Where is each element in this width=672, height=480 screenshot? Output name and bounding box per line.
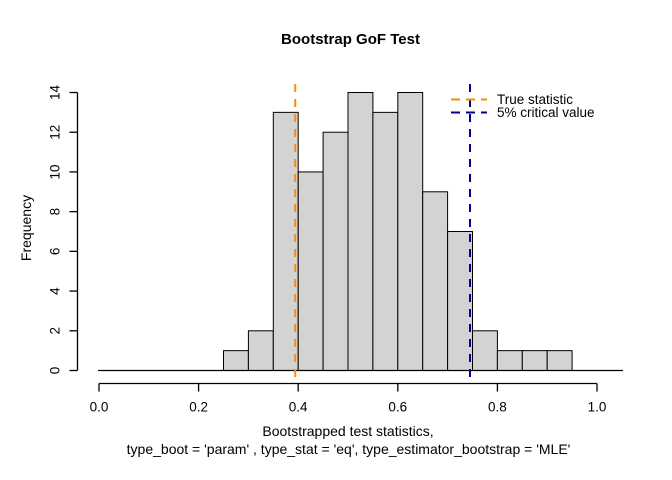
y-tick-label: 10 bbox=[48, 164, 63, 179]
legend-label-critical-value: 5% critical value bbox=[497, 105, 595, 120]
x-tick-label: 0.6 bbox=[388, 400, 407, 415]
y-tick-label: 4 bbox=[48, 287, 63, 295]
x-tick-label: 0.0 bbox=[90, 400, 109, 415]
x-tick-label: 1.0 bbox=[588, 400, 607, 415]
histogram-bar bbox=[247, 330, 274, 372]
histogram-bar bbox=[447, 231, 474, 371]
y-tick-label: 14 bbox=[48, 85, 63, 101]
y-tick-label: 8 bbox=[48, 208, 63, 216]
legend-label-true-statistic: True statistic bbox=[497, 92, 574, 107]
legend: True statistic 5% critical value bbox=[450, 93, 595, 119]
x-axis-title-line1: Bootstrapped test statistics, bbox=[262, 423, 434, 439]
dashed-line-sample-critical-value bbox=[451, 111, 487, 114]
y-tick-label: 0 bbox=[48, 367, 63, 375]
histogram-bar bbox=[521, 350, 548, 372]
histogram-bar bbox=[297, 171, 324, 371]
y-tick-label: 12 bbox=[48, 125, 63, 140]
histogram-bar bbox=[546, 350, 573, 372]
y-tick-label: 2 bbox=[48, 327, 63, 335]
x-axis-title-line2: type_boot = 'param' , type_stat = 'eq', … bbox=[126, 441, 571, 457]
histogram-bar bbox=[422, 191, 449, 371]
chart-title: Bootstrap GoF Test bbox=[281, 31, 420, 48]
histogram-bar bbox=[223, 350, 249, 372]
y-axis-title: Frequency bbox=[18, 194, 34, 262]
histogram-bar bbox=[322, 131, 349, 371]
histogram-bar bbox=[397, 92, 424, 371]
histogram-bar bbox=[472, 330, 498, 372]
x-tick-label: 0.8 bbox=[488, 400, 507, 415]
y-tick-label: 6 bbox=[48, 248, 63, 256]
histogram-bar bbox=[347, 92, 374, 371]
dashed-line-sample-true-statistic bbox=[451, 98, 487, 101]
histogram-bar bbox=[272, 111, 299, 371]
histogram-bar bbox=[496, 350, 523, 372]
legend-item-critical-value: 5% critical value bbox=[450, 106, 595, 119]
x-tick-label: 0.2 bbox=[189, 400, 208, 415]
legend-item-true-statistic: True statistic bbox=[450, 93, 595, 106]
x-tick-label: 0.4 bbox=[289, 400, 308, 415]
histogram-bar bbox=[372, 111, 399, 371]
